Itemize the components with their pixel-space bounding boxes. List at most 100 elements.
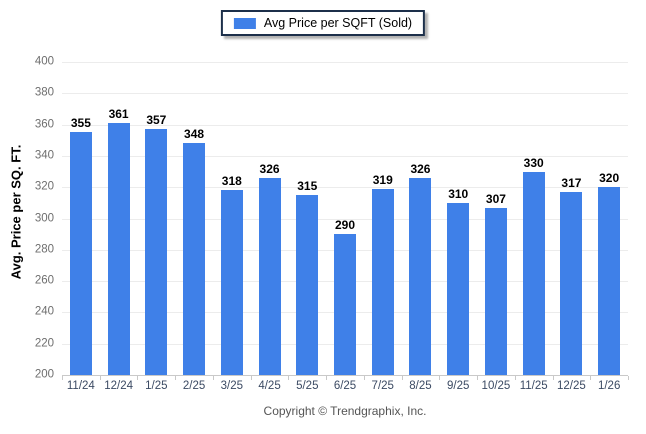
y-tick-label: 300 [34, 211, 54, 224]
bar-group: 290 [326, 62, 364, 375]
bar [296, 195, 319, 375]
x-tick-label: 10/25 [481, 380, 511, 392]
bar [258, 177, 281, 375]
bar-group: 357 [137, 62, 175, 375]
x-axis-tick [363, 376, 365, 380]
bar-value-label: 317 [561, 175, 582, 190]
bar-group: 348 [175, 62, 213, 375]
bar-group: 326 [402, 62, 440, 375]
x-tick-label: 8/25 [409, 380, 432, 392]
bar-group: 326 [251, 62, 289, 375]
x-axis-labels: 11/24 12/24 1/25 2/25 3/25 4/25 5/25 6/25 7/25 8/… [62, 380, 628, 393]
x-axis-tick [137, 376, 139, 380]
bar-group: 319 [364, 62, 402, 375]
x-axis-ticks [62, 375, 629, 380]
x-tick-label: 4/25 [258, 380, 281, 392]
bar [183, 143, 206, 375]
gridline [62, 124, 628, 126]
bar-value-label: 319 [372, 172, 393, 187]
bar-value-label: 348 [184, 127, 205, 142]
bar [107, 123, 130, 375]
bar-group: 307 [477, 62, 515, 375]
bar-value-label: 315 [297, 179, 318, 194]
y-tick-label: 320 [34, 180, 54, 193]
x-tick-label: 3/25 [220, 380, 243, 392]
y-tick-label: 240 [34, 305, 54, 318]
y-tick-label: 400 [34, 55, 54, 68]
bar-group: 320 [590, 62, 628, 375]
bar-value-label: 326 [410, 161, 431, 176]
bar-value-label: 361 [108, 107, 129, 122]
bar-value-label: 355 [70, 116, 91, 131]
bar-value-label: 290 [334, 218, 356, 233]
x-tick-label: 11/24 [66, 380, 95, 392]
legend-label: Avg Price per SQFT (Sold) [263, 16, 413, 30]
y-tick-label: 380 [34, 86, 54, 99]
x-tick-label: 6/25 [333, 380, 357, 392]
x-axis-tick [477, 376, 479, 380]
x-axis-tick [212, 376, 214, 380]
copyright-text: Copyright © Trendgraphix, Inc. [263, 404, 427, 418]
bar [560, 191, 583, 375]
bar-value-label: 326 [259, 161, 280, 176]
bar [447, 202, 470, 375]
bar-group: 315 [288, 62, 326, 375]
bar-group: 310 [439, 62, 477, 375]
gridline [62, 93, 628, 95]
bar-value-label: 318 [221, 174, 242, 189]
bar [220, 190, 243, 375]
x-axis-tick [99, 376, 101, 380]
x-tick-label: 7/25 [371, 380, 394, 392]
y-tick-label: 340 [34, 149, 54, 162]
x-axis-tick [175, 376, 177, 380]
y-tick-label: 280 [34, 243, 54, 256]
x-axis-tick [326, 376, 328, 380]
gridline [62, 62, 628, 63]
x-tick-label: 1/26 [597, 380, 621, 392]
y-axis-labels: 200 220 240 260 280 300 320 340 360 380 400 [0, 56, 58, 380]
y-tick-label: 360 [34, 117, 54, 130]
bar-group: 318 [213, 62, 251, 375]
x-axis-tick [514, 376, 516, 380]
bar [484, 207, 507, 375]
x-axis-tick [628, 376, 629, 380]
x-axis-tick [288, 376, 290, 380]
x-tick-label: 5/25 [296, 380, 319, 392]
x-axis-tick [401, 376, 403, 380]
bar [522, 171, 545, 375]
y-tick-label: 220 [34, 336, 54, 349]
x-tick-label: 12/24 [104, 380, 133, 392]
bar [409, 177, 432, 375]
x-tick-label: 2/25 [182, 380, 206, 392]
bar-series: 355 361 357 348 318 326 315 290 319 326 310 307 330 3… [62, 62, 628, 375]
y-tick-label: 200 [34, 368, 54, 381]
y-tick-label: 260 [34, 274, 54, 287]
x-axis-tick [552, 376, 554, 380]
x-tick-label: 11/25 [519, 380, 548, 392]
bar-group: 361 [100, 62, 138, 375]
bar-value-label: 330 [523, 155, 544, 170]
bar [371, 188, 394, 375]
x-tick-label: 12/25 [557, 380, 586, 392]
bar [334, 234, 356, 375]
bar-value-label: 307 [485, 191, 506, 206]
bar-group: 355 [62, 62, 100, 375]
x-axis-tick [590, 376, 592, 380]
plot-area: 355 361 357 348 318 326 315 290 319 326 310 307 330 3… [62, 62, 629, 380]
legend-swatch-icon [233, 17, 256, 29]
bar [145, 129, 168, 375]
gridline [62, 155, 628, 157]
x-axis-tick [62, 376, 63, 380]
bar-group: 317 [553, 62, 591, 375]
bar [69, 132, 92, 375]
x-tick-label: 9/25 [447, 380, 470, 392]
bar [598, 187, 621, 375]
x-tick-label: 1/25 [145, 380, 168, 392]
gridline [62, 187, 628, 189]
bar-value-label: 357 [146, 113, 167, 128]
bar-value-label: 320 [599, 171, 620, 186]
bar-group: 330 [515, 62, 553, 375]
x-axis-tick [250, 376, 252, 380]
bar-value-label: 310 [448, 186, 469, 201]
